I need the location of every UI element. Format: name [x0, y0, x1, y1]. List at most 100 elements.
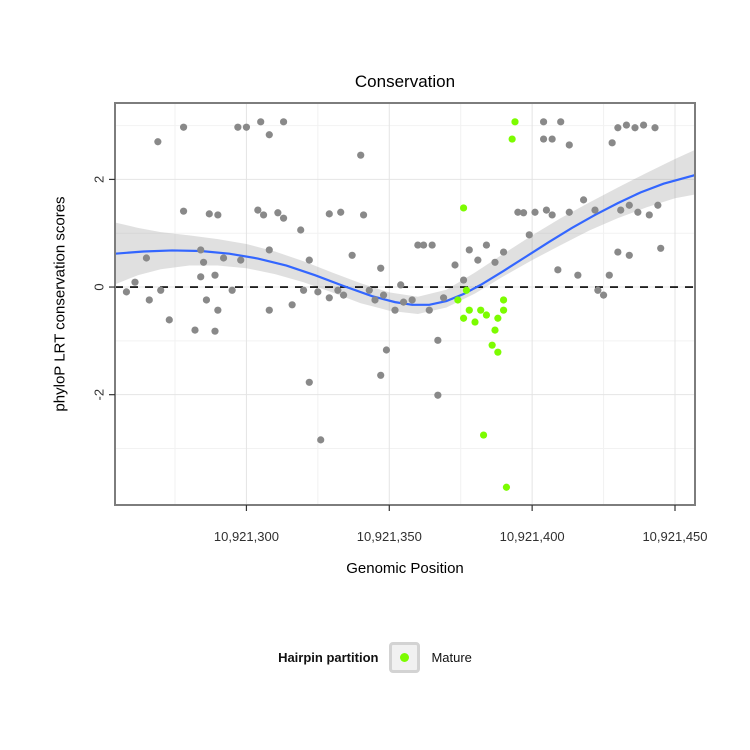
data-point — [279, 118, 288, 126]
data-point — [531, 208, 539, 216]
data-point — [539, 135, 548, 143]
data-point — [548, 135, 556, 143]
mature-data-point — [494, 348, 502, 356]
data-point — [334, 286, 342, 294]
data-point — [317, 436, 325, 444]
mature-point-icon — [400, 652, 410, 662]
data-point — [305, 256, 313, 264]
data-point — [459, 276, 468, 284]
mature-data-point — [465, 306, 473, 314]
data-point — [599, 291, 608, 299]
data-point — [214, 306, 222, 314]
data-point — [211, 327, 219, 335]
x-tick-label: 10,921,450 — [642, 529, 707, 544]
x-tick-label: 10,921,300 — [214, 529, 279, 544]
data-point — [557, 118, 565, 126]
data-point — [199, 258, 208, 266]
data-point — [257, 118, 265, 126]
data-point — [614, 248, 622, 256]
data-point — [265, 306, 273, 314]
y-tick-label: 0 — [92, 283, 107, 290]
axis-ticks: 10,921,300 10,921,350 10,921,400 10,921,450… — [92, 176, 708, 544]
data-point — [625, 201, 633, 209]
data-point — [205, 210, 213, 218]
mature-data-point — [471, 318, 479, 326]
data-point — [391, 306, 399, 314]
data-point — [377, 371, 385, 379]
data-point — [382, 346, 391, 354]
data-point — [305, 378, 313, 386]
data-point — [631, 124, 639, 132]
data-point — [142, 254, 151, 262]
chart-title: Conservation — [354, 72, 456, 91]
data-point — [259, 211, 268, 219]
data-point — [519, 209, 528, 217]
mature-data-point — [477, 306, 485, 314]
data-point — [548, 211, 556, 219]
data-point — [379, 291, 388, 299]
mature-data-point — [482, 311, 491, 319]
data-point — [491, 258, 499, 266]
data-point — [425, 306, 433, 314]
data-point — [434, 336, 442, 344]
confidence-band — [115, 149, 695, 314]
data-point — [237, 256, 245, 264]
data-point — [179, 123, 188, 131]
data-point — [428, 241, 436, 249]
data-point — [594, 286, 602, 294]
data-point — [299, 286, 308, 294]
smooth-line — [115, 174, 695, 306]
data-point — [434, 391, 442, 399]
data-point — [234, 123, 242, 131]
data-point — [219, 254, 228, 262]
mature-data-point — [499, 296, 508, 304]
data-point — [605, 271, 613, 279]
data-point — [179, 207, 188, 215]
data-point — [639, 121, 648, 129]
mature-data-point — [454, 296, 462, 304]
data-point — [297, 226, 305, 234]
data-point — [482, 241, 491, 249]
mature-data-point — [462, 286, 471, 294]
data-point — [414, 241, 422, 249]
data-point — [419, 241, 428, 249]
data-point — [377, 264, 385, 272]
data-point — [591, 206, 599, 214]
mature-data-point — [511, 118, 519, 126]
data-point — [451, 261, 459, 269]
data-point — [165, 316, 173, 324]
data-point — [254, 206, 262, 214]
data-point — [274, 209, 282, 217]
data-point — [202, 296, 211, 304]
mature-data-point — [499, 306, 508, 314]
data-point — [651, 124, 659, 132]
data-point — [314, 288, 322, 296]
data-point — [499, 248, 508, 256]
data-point — [325, 210, 333, 218]
mature-data-point — [459, 314, 468, 322]
mature-data-point — [502, 483, 511, 491]
data-point — [359, 211, 368, 219]
data-point — [348, 251, 356, 259]
x-tick-label: 10,921,350 — [357, 529, 422, 544]
data-point — [265, 131, 273, 139]
data-point — [565, 208, 573, 216]
data-point — [465, 246, 473, 254]
data-point — [357, 151, 365, 159]
data-point — [525, 231, 533, 239]
data-point — [625, 251, 633, 259]
data-point — [191, 326, 199, 334]
mature-points — [454, 118, 519, 491]
data-point — [554, 266, 562, 274]
gray-points — [122, 118, 665, 444]
panel-border — [114, 102, 696, 506]
data-point — [157, 286, 165, 294]
data-point — [214, 211, 222, 219]
data-point — [145, 296, 153, 304]
legend: Hairpin partition Mature — [0, 637, 750, 677]
mature-data-point — [488, 341, 496, 349]
data-point — [565, 141, 573, 149]
mature-data-point — [494, 314, 502, 322]
data-point — [339, 291, 348, 299]
